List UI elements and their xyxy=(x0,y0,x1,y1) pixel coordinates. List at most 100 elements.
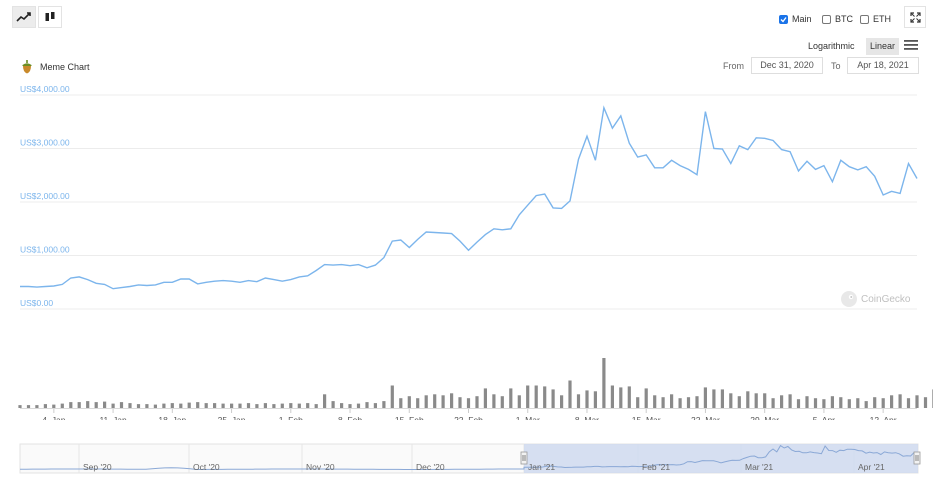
coingecko-watermark: CoinGecko xyxy=(840,290,910,308)
volume-bar xyxy=(585,390,589,408)
navigator-handle[interactable] xyxy=(913,451,921,465)
volume-bar xyxy=(923,397,928,408)
volume-bar xyxy=(416,398,420,408)
y-tick-label: US$2,000.00 xyxy=(20,191,70,201)
range-navigator[interactable]: Sep '20 Oct '20 Nov '20 Dec '20 Jan '21 Feb '… xyxy=(0,440,933,480)
from-date-input[interactable]: Dec 31, 2020 xyxy=(751,57,823,74)
volume-bar xyxy=(255,404,259,408)
compare-btc-label: BTC xyxy=(835,14,853,24)
volume-bar xyxy=(813,398,818,408)
volume-bar xyxy=(729,393,733,408)
to-date-input[interactable]: Apr 18, 2021 xyxy=(847,57,919,74)
volume-bar xyxy=(170,403,174,408)
compare-btc[interactable]: BTC xyxy=(822,14,853,24)
volume-bar xyxy=(695,396,699,408)
volume-bar xyxy=(534,385,538,408)
volume-bar xyxy=(60,403,64,408)
volume-bar xyxy=(213,403,217,408)
volume-bar xyxy=(111,403,115,408)
volume-bar xyxy=(653,395,657,408)
volume-bar xyxy=(746,391,750,408)
volume-bar xyxy=(576,394,581,408)
volume-bar xyxy=(830,396,834,408)
volume-bar xyxy=(365,402,369,408)
x-tick-label: 22. Mar xyxy=(691,415,720,420)
x-tick-label: 29. Mar xyxy=(750,415,779,420)
volume-bar xyxy=(238,403,242,408)
candlestick-icon xyxy=(45,12,55,21)
checkbox-icon[interactable] xyxy=(860,14,869,24)
volume-bar xyxy=(602,358,606,408)
volume-bar xyxy=(69,402,73,408)
x-tick-label: 15. Mar xyxy=(632,415,661,420)
volume-bar xyxy=(771,398,775,408)
checkbox-icon[interactable] xyxy=(822,14,831,24)
x-tick-label: 12. Apr xyxy=(870,415,897,420)
volume-bar xyxy=(543,386,547,408)
price-chart[interactable]: US$0.00 US$1,000.00 US$2,000.00 US$3,000.00… xyxy=(0,80,933,420)
volume-bar xyxy=(796,399,801,408)
coin-icon xyxy=(21,60,33,74)
navigator-label: Nov '20 xyxy=(306,462,335,472)
volume-bar xyxy=(306,403,310,408)
volume-bar xyxy=(644,388,648,408)
acorn-icon xyxy=(22,60,32,74)
volume-bar xyxy=(221,403,225,408)
volume-bar xyxy=(128,403,132,408)
x-tick-label: 5. Apr xyxy=(813,415,835,420)
volume-bar xyxy=(898,394,902,408)
fullscreen-button[interactable] xyxy=(904,6,926,28)
volume-bar xyxy=(483,388,487,408)
volume-bar xyxy=(509,388,513,408)
volume-bar xyxy=(720,389,724,408)
checkbox-checked-icon[interactable] xyxy=(779,14,788,24)
volume-bar xyxy=(323,394,327,408)
navigator-handle[interactable] xyxy=(520,451,528,465)
volume-bar xyxy=(407,396,411,408)
volume-bar xyxy=(441,395,445,408)
x-tick-label: 1. Mar xyxy=(516,415,540,420)
compare-main-label: Main xyxy=(792,14,812,24)
x-tick-label: 25. Jan xyxy=(218,415,246,420)
compare-eth[interactable]: ETH xyxy=(860,14,891,24)
volume-bar xyxy=(466,398,471,408)
volume-bar xyxy=(77,402,81,408)
volume-bar xyxy=(35,405,39,408)
volume-bar xyxy=(94,402,98,408)
volume-bar xyxy=(475,396,479,408)
navigator-selection[interactable] xyxy=(524,444,918,473)
navigator-label: Oct '20 xyxy=(193,462,220,472)
volume-bar xyxy=(187,402,191,408)
chart-menu-button[interactable] xyxy=(904,38,918,50)
volume-bar xyxy=(560,395,564,408)
volume-bar xyxy=(906,398,911,408)
candlestick-chart-button[interactable] xyxy=(38,6,62,28)
volume-bar xyxy=(26,405,31,408)
volume-bar xyxy=(246,403,251,408)
watermark-text: CoinGecko xyxy=(861,293,911,305)
volume-bar xyxy=(382,401,386,408)
volume-bar xyxy=(822,399,826,408)
volume-bar xyxy=(399,398,403,408)
volume-bar xyxy=(145,404,149,408)
volume-bar xyxy=(433,394,437,408)
line-chart-button[interactable] xyxy=(12,6,36,28)
linear-button[interactable]: Linear xyxy=(866,38,900,55)
logarithmic-button[interactable]: Logarithmic xyxy=(808,41,855,51)
price-line xyxy=(20,105,918,290)
volume-bar xyxy=(263,403,267,408)
volume-bar xyxy=(18,405,22,408)
volume-bar xyxy=(915,395,919,408)
volume-bar xyxy=(204,403,208,408)
volume-bar xyxy=(119,402,124,408)
coin-name: Meme Chart xyxy=(40,62,90,72)
volume-bar xyxy=(196,402,200,408)
volume-bar xyxy=(280,403,284,408)
x-tick-label: 11. Jan xyxy=(99,415,127,420)
volume-bar xyxy=(856,398,860,408)
volume-bar xyxy=(568,380,572,408)
navigator-label: Apr '21 xyxy=(858,462,885,472)
volume-bar xyxy=(179,403,183,408)
volume-bar xyxy=(805,396,809,408)
compare-main[interactable]: Main xyxy=(779,14,812,24)
